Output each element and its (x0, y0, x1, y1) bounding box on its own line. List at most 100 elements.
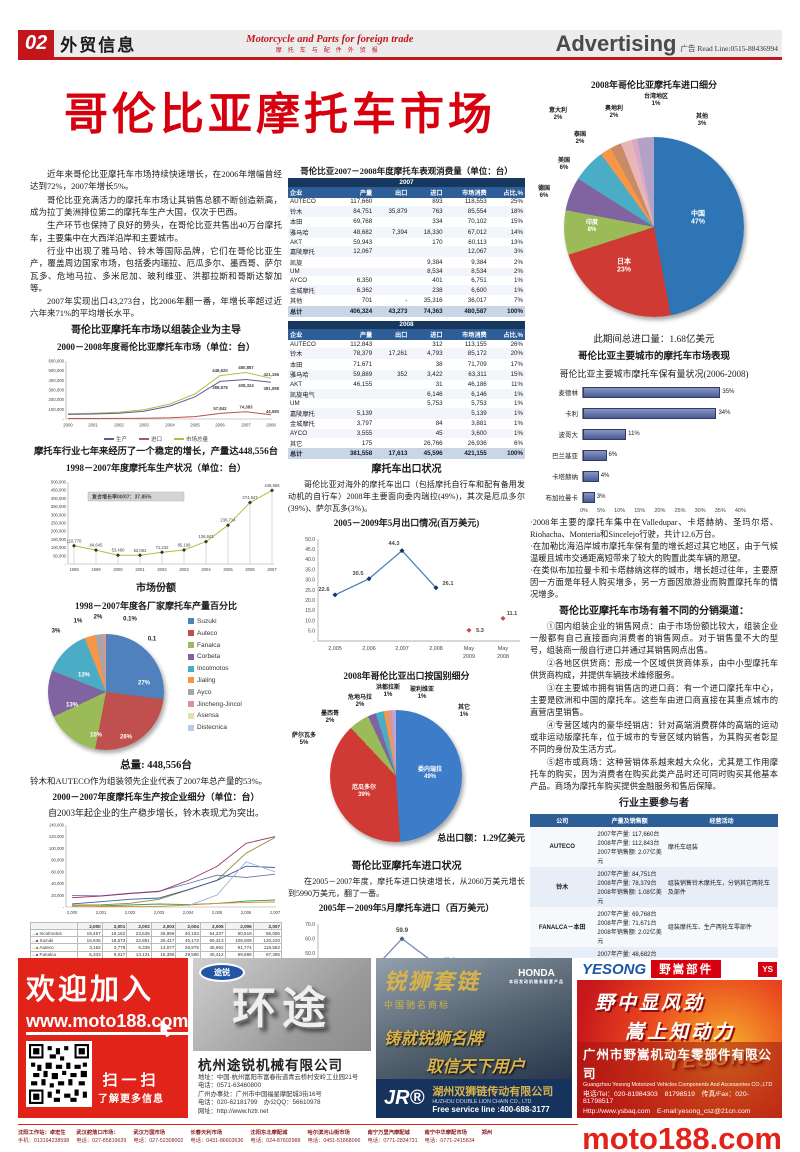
svg-text:300,000: 300,000 (51, 512, 67, 517)
svg-text:2008: 2008 (497, 654, 509, 660)
svg-text:1999: 1999 (91, 567, 101, 572)
huantu-ad[interactable]: 途锐 环途 杭州途锐机械有限公司 地址：中国·杭州富阳市富春街道青云桥村安岭工业… (193, 958, 371, 1118)
share-total: 总量: 448,556台 (120, 759, 192, 771)
slice-label: 13% (77, 672, 91, 679)
yesong-web[interactable]: Http://www.ysbaq.com E-mail:yesong_csz@2… (583, 1108, 751, 1115)
import-pie-title: 2008年哥伦比亚摩托车进口细分 (590, 80, 717, 90)
svg-text:500,000: 500,000 (51, 480, 67, 485)
table-row: AUTECO 112,843 312 113,155 26% (290, 340, 523, 348)
header-chinese-subtitle: 摩托车与配件外贸报 (275, 47, 384, 54)
yesong-ad[interactable]: YESONG 野嵩部件 YS 野中显风劲 嵩上知动力 YESONG 广州市野嵩机… (577, 958, 782, 1118)
market-line-chart: 600,000 500,000 400,000 300,000 200,000 100… (30, 355, 282, 443)
bar-row: 卡利 34% (530, 403, 778, 424)
table-row: AYCO 3,555 45 3,600 1% (288, 429, 525, 438)
slice-label: 印度 8% (585, 219, 599, 234)
svg-text:5.0: 5.0 (308, 629, 315, 635)
lion-service-line: Free service line :400-688-3177 (432, 1105, 550, 1114)
cursor-icon (159, 1020, 174, 1043)
svg-text:-: - (63, 417, 65, 422)
contact-line: 网址：http://www.hztr.net (198, 1107, 269, 1115)
slice-label: 日本 23% (616, 258, 632, 275)
bar-value: 34% (718, 410, 731, 417)
svg-text:May: May (464, 646, 474, 652)
lion-slogan-1: 铸就锐狮名牌 (384, 1030, 483, 1048)
share-heading: 市场份额 (136, 583, 176, 595)
production-note: 摩托车行业七年来经历了一个稳定的增长，产量达448,556台 (33, 446, 279, 457)
svg-text:2,000: 2,000 (67, 910, 78, 915)
bar-value: 35% (722, 389, 735, 396)
yesong-company-en: Guangzhou Yesong Motorized Vehicles Comp… (583, 1082, 773, 1088)
svg-text:100,000: 100,000 (51, 545, 67, 550)
slice-label: 其它 1% (457, 704, 471, 718)
contact-line: 电话：0571-63460800 (198, 1082, 262, 1089)
yesong-logo: YESONG (582, 960, 647, 978)
year-header: 2,003 (150, 921, 177, 931)
table-row: AYCO 6,350 401 6,751 1% (290, 277, 523, 285)
yesong-emblem: YS (758, 961, 777, 977)
import-pie-chart: 中国 47% 日本 23% 印度 8% 德国 6% 美国 6% 泰国 2% 意大利 2% 奥地… (530, 93, 778, 331)
share-chart-title: 1998－2007年度各厂家摩托车产量百分比 (74, 600, 237, 611)
slice-label: 泰国 2% (573, 131, 587, 146)
svg-text:2000: 2000 (63, 423, 73, 428)
svg-text:150,000: 150,000 (51, 537, 67, 542)
svg-text:20,000: 20,000 (51, 892, 64, 897)
yesong-badge: 野嵩部件 (651, 960, 722, 978)
svg-text:40,000: 40,000 (51, 881, 64, 886)
page-title: 哥伦比亚摩托车市场 (64, 90, 496, 139)
export-chart-title: 2005－2009年5月出口情况(百万美元) (333, 518, 480, 529)
bar (583, 449, 607, 461)
svg-text:421,155: 421,155 (263, 372, 279, 377)
svg-text:350,000: 350,000 (51, 504, 67, 509)
column-header: 产量 (333, 186, 375, 198)
svg-text:448,520: 448,520 (212, 368, 228, 373)
header-center: Motorcycle and Parts for foreign trade 摩… (246, 34, 413, 54)
left-column: 近年来哥伦比亚摩托车市场持续快速增长，在2006年增幅曾经达到72%，2007年… (30, 168, 282, 958)
bar-label: 波哥大 (558, 432, 579, 440)
svg-text:40.0: 40.0 (305, 557, 315, 563)
table-row: 金城摩托 6,362 238 6,600 1% (288, 284, 525, 296)
page-number: 02 (18, 30, 55, 57)
lion-chain-ad[interactable]: 锐狮套链 中国驰名商标 HONDA 本田发动机链条配套产品 铸就锐狮名牌 取信天下… (376, 958, 572, 1118)
svg-text:2009: 2009 (463, 654, 475, 660)
bar-track: 3% (582, 491, 740, 503)
column-header: 企业 (288, 329, 334, 340)
moto188-logo[interactable]: moto188.com (578, 1121, 782, 1152)
slice-label: 其他 3% (695, 113, 709, 128)
column-header: 产量 (333, 329, 375, 340)
x-axis: 2,000 2,001 2,002 2,003 2,004 2,005 2,006 2,… (67, 910, 281, 915)
bar-track: 34% (582, 407, 740, 419)
column-header: 进口 (409, 186, 445, 198)
column-header: 市场消费 (444, 186, 489, 198)
bar-label: 巴兰基亚 (552, 453, 578, 461)
table-row: 其它 175 26,766 26,936 6% (290, 439, 523, 448)
contact-line: 地址：中国·杭州富阳市富春街道青云桥村安岭工业园21号 (198, 1073, 359, 1081)
x-axis: 2000 2001 2002 2003 2004 2005 2006 2007 2008 (63, 423, 276, 428)
contact-item: 南宁万里汽摩配城 电话：0771-2834731 (367, 1130, 418, 1144)
svg-text:20.0: 20.0 (305, 598, 315, 604)
bar (583, 407, 717, 419)
contact-item: 武汉万国市场 电话：027-52308002 (133, 1130, 184, 1144)
ad-url[interactable]: www.moto188.com (26, 1011, 188, 1035)
moto188-ad[interactable]: 欢迎加入 www.moto188.com 扫一扫 了解更多信息 (18, 958, 188, 1118)
bar (583, 386, 721, 398)
intro-paragraph: 近年来哥伦比亚摩托车市场持续快速增长，在2006年增幅曾经达到72%，2007年… (30, 169, 282, 192)
lion-trademark: 中国驰名商标 (384, 1000, 451, 1010)
huantu-brand: 环途 (232, 984, 332, 1034)
bar-track: 35% (582, 386, 740, 398)
bar-row: 布加拉曼卡 3% (530, 487, 778, 508)
svg-text:50,000: 50,000 (53, 553, 66, 558)
slice-label: 27% (137, 680, 151, 687)
svg-text:35.0: 35.0 (305, 568, 315, 574)
table-row: AKT 46,155 31 46,186 11% (290, 380, 523, 388)
yesong-tel: 电话/Tel：020-81984303 81798519 传真/Fax：020-… (583, 1091, 749, 1105)
table-row: 嘉陵摩托 5,139 5,139 1% (288, 407, 525, 419)
consumption-heading: 哥伦比亚2007－2008年度摩托车表观消费量（单位：台） (300, 166, 513, 176)
contact-item: 郑州 (481, 1130, 493, 1136)
production-line-plot: 500,000 450,000 400,000 350,000 300,000 250… (51, 480, 280, 573)
svg-text:374,847: 374,847 (242, 495, 258, 500)
header-right: Advertising 广告 Read Line:0515-88436994 (555, 31, 778, 57)
value-labels: 448,520 480,887 421,155 388,878 408,324 … (212, 365, 279, 414)
svg-text:60,000: 60,000 (51, 869, 64, 874)
svg-text:2002: 2002 (114, 423, 124, 428)
slice-label: 0.1% (123, 616, 137, 623)
